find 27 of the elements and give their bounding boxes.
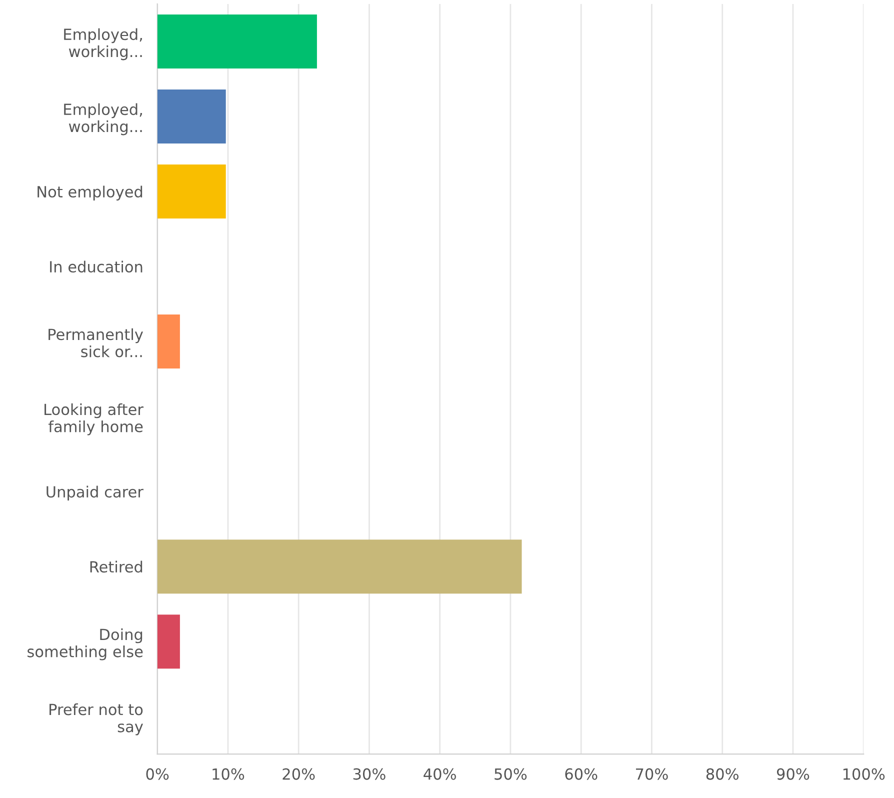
y-tick-label: Not employed	[38, 186, 142, 200]
bar	[157, 90, 226, 144]
y-tick-label: Looking after family home	[44, 403, 144, 436]
bar	[157, 314, 180, 369]
x-tick-label: 60%	[565, 768, 598, 780]
x-tick-label: 50%	[494, 768, 527, 780]
y-tick-label: Permanently sick or...	[48, 328, 143, 358]
y-tick-label: Retired	[90, 560, 142, 573]
x-tick-label: 80%	[706, 768, 738, 780]
x-tick-label: 10%	[212, 768, 244, 780]
x-tick-label: 90%	[776, 768, 810, 780]
y-tick-label: Unpaid carer	[46, 486, 144, 501]
x-tick-label: 40%	[424, 768, 456, 780]
x-tick-label: 100%	[843, 768, 885, 780]
bar	[157, 614, 180, 669]
x-tick-label: 20%	[282, 768, 315, 780]
bar	[157, 540, 522, 594]
x-tick-label: 30%	[353, 768, 386, 780]
y-tick-label: Employed, working...	[64, 103, 142, 136]
y-tick-label: Employed, working...	[64, 28, 142, 60]
y-tick-label: Doing something else	[28, 628, 143, 660]
bar	[157, 14, 317, 68]
y-tick-label: Prefer not to say	[50, 703, 143, 736]
bar	[157, 164, 226, 219]
x-tick-label: 70%	[636, 768, 668, 780]
y-tick-label: In education	[50, 260, 142, 273]
x-tick-label: 0%	[146, 768, 169, 780]
